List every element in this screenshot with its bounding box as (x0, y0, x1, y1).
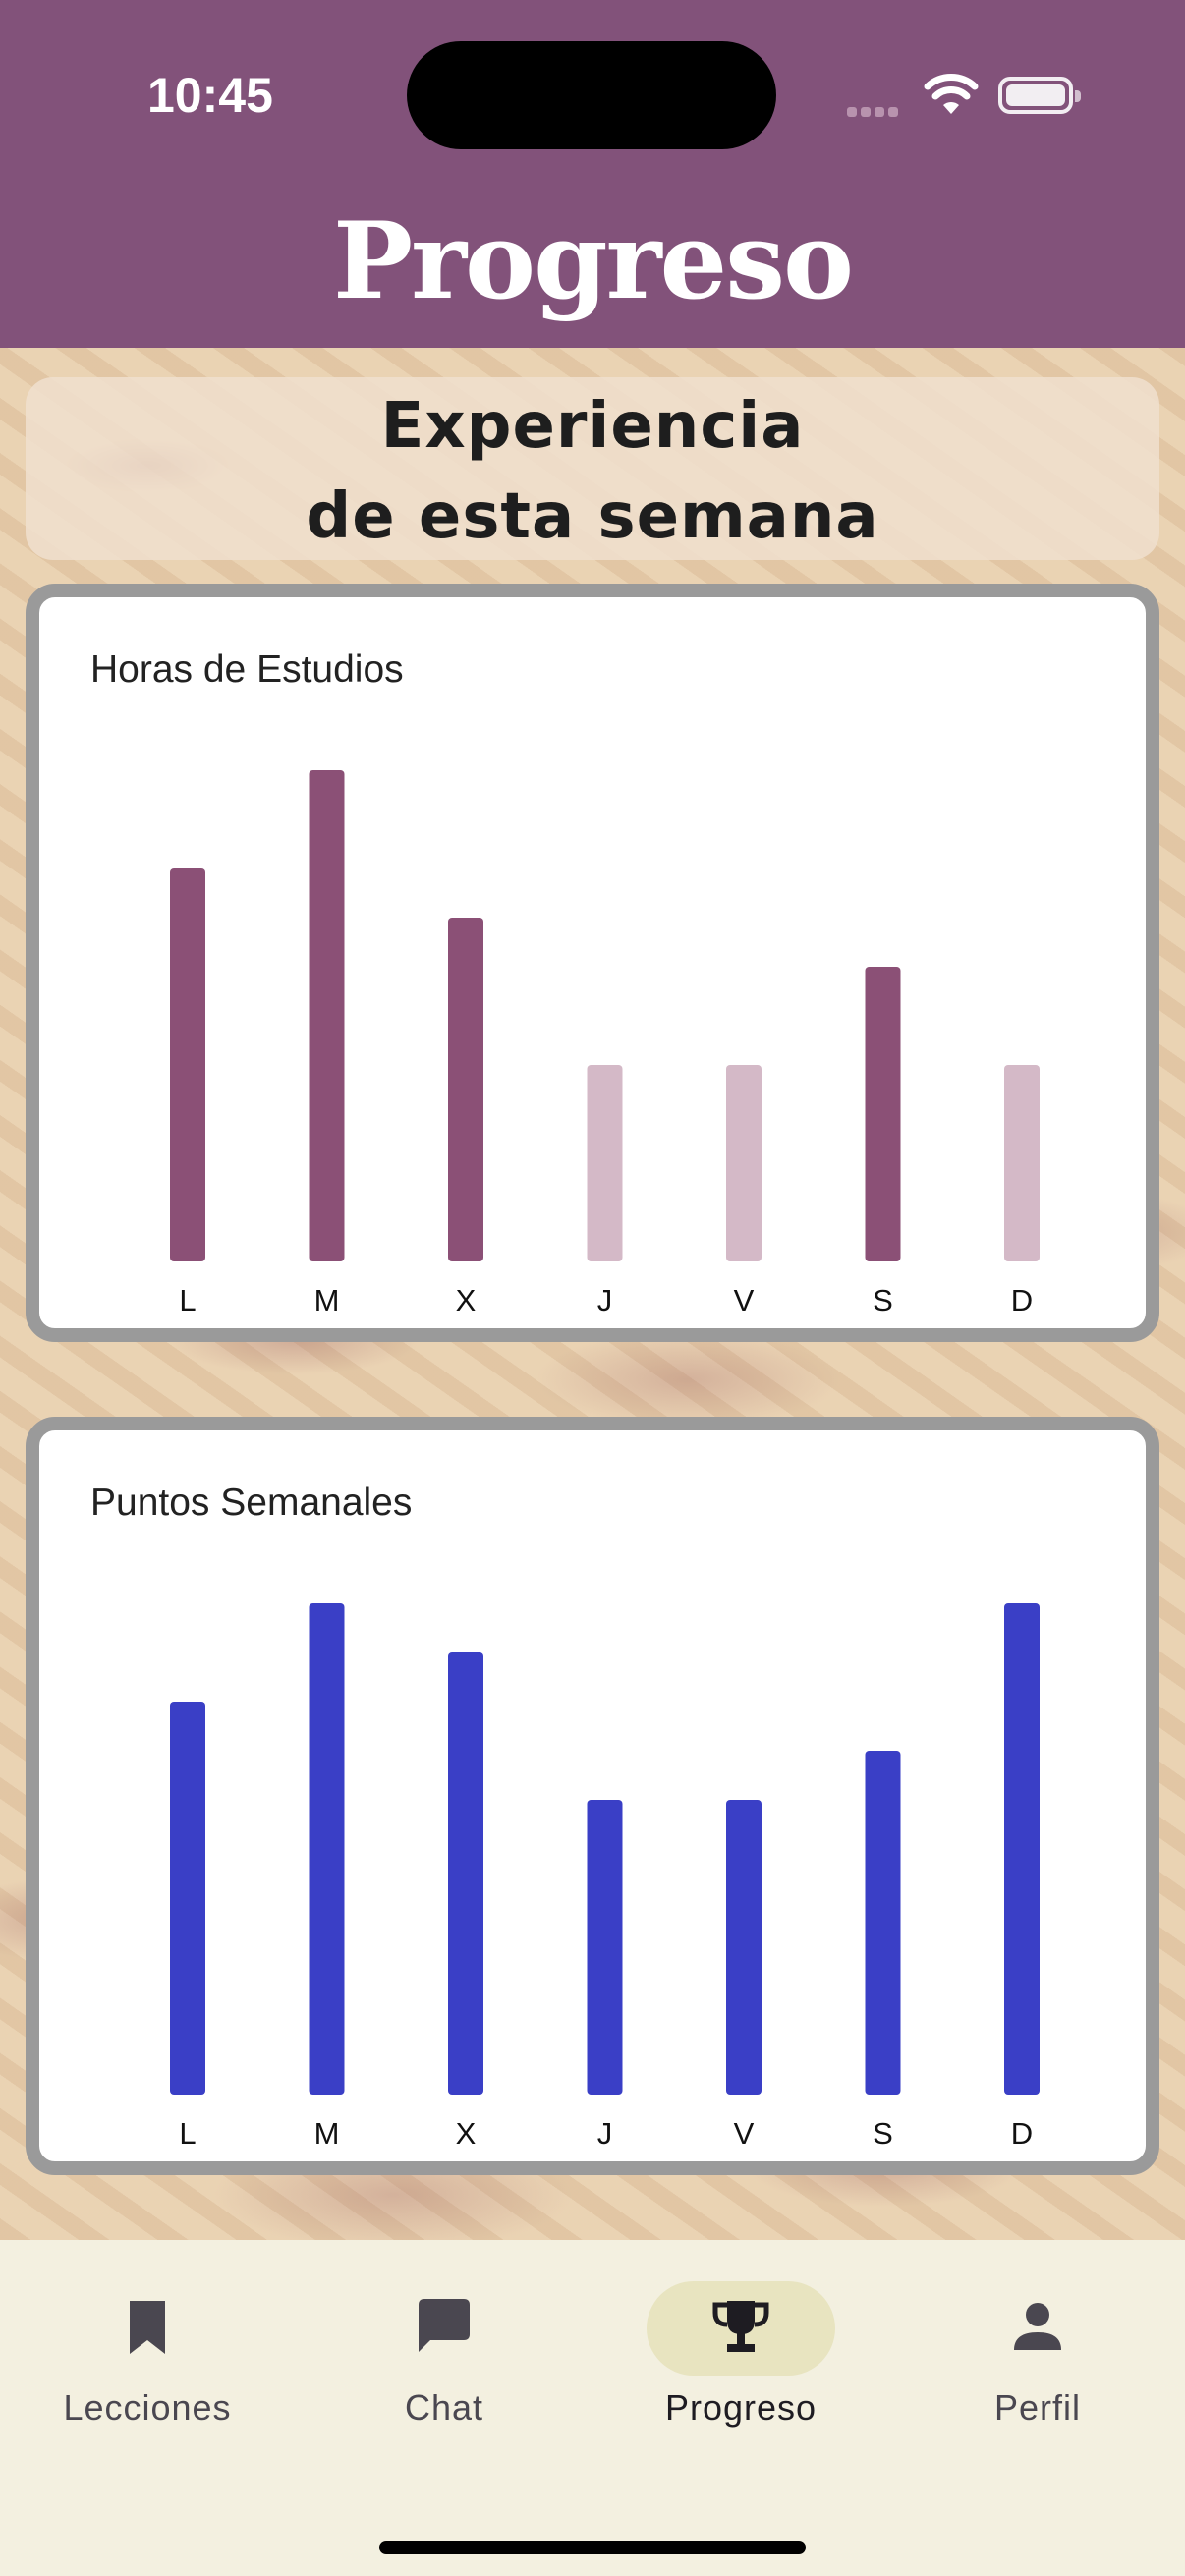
bar-L (170, 868, 205, 1261)
chat-bubble-icon (419, 2299, 470, 2352)
study-hours-card: Horas de Estudios L M X J V S D (26, 584, 1159, 1342)
x-tick-label: L (179, 2116, 196, 2151)
bar-V (726, 1065, 762, 1261)
nav-item-lecciones[interactable]: Lecciones (0, 2240, 295, 2436)
bar-J (587, 1800, 623, 2095)
nav-label: Lecciones (63, 2387, 232, 2428)
x-tick-label: S (873, 2116, 893, 2151)
nav-item-progreso[interactable]: Progreso (593, 2240, 888, 2436)
card-title: Horas de Estudios (90, 648, 404, 691)
bar-D (1004, 1065, 1040, 1261)
x-tick-label: M (314, 2116, 340, 2151)
app-header: 10:45 Progreso (0, 0, 1185, 348)
banner-line-1: Experiencia (380, 390, 805, 463)
bar-S (865, 967, 901, 1261)
nav-item-chat[interactable]: Chat (297, 2240, 592, 2436)
nav-label: Perfil (993, 2387, 1082, 2428)
dynamic-island (407, 41, 776, 149)
x-tick-label: L (179, 1283, 196, 1317)
nav-label: Chat (404, 2387, 484, 2428)
x-tick-label: S (873, 1283, 893, 1317)
wifi-icon (924, 74, 979, 114)
trophy-icon (712, 2301, 769, 2352)
bar-X (448, 1652, 483, 2095)
bar-J (587, 1065, 623, 1261)
battery-icon (998, 77, 1081, 114)
bar-M (309, 770, 345, 1261)
status-time: 10:45 (147, 68, 273, 123)
bottom-navigation: Lecciones Chat Progreso Perfil (0, 2240, 1185, 2576)
x-tick-label: X (456, 2116, 477, 2151)
card-title: Puntos Semanales (90, 1482, 413, 1524)
x-tick-label: V (734, 2116, 755, 2151)
bar-V (726, 1800, 762, 2095)
bar-S (865, 1751, 901, 2095)
nav-item-perfil[interactable]: Perfil (890, 2240, 1185, 2436)
x-tick-label: M (314, 1283, 340, 1317)
bar-D (1004, 1603, 1040, 2095)
x-tick-label: D (1011, 1283, 1033, 1317)
person-icon (1014, 2303, 1061, 2350)
cellular-signal-icon (847, 102, 902, 121)
x-tick-label: J (597, 1283, 613, 1317)
x-tick-label: D (1011, 2116, 1033, 2151)
bar-L (170, 1702, 205, 2095)
nav-label: Progreso (664, 2387, 818, 2428)
x-tick-label: J (597, 2116, 613, 2151)
bookmark-icon (130, 2301, 165, 2354)
x-tick-label: X (456, 1283, 477, 1317)
bar-X (448, 918, 483, 1261)
weekly-points-card: Puntos Semanales L M X J V S D (26, 1417, 1159, 2175)
x-tick-label: V (734, 1283, 755, 1317)
banner-line-2: de esta semana (306, 480, 879, 553)
bar-M (309, 1603, 345, 2095)
home-indicator (379, 2541, 806, 2554)
week-experience-banner: Experiencia de esta semana (26, 377, 1159, 560)
page-title: Progreso (332, 199, 854, 323)
